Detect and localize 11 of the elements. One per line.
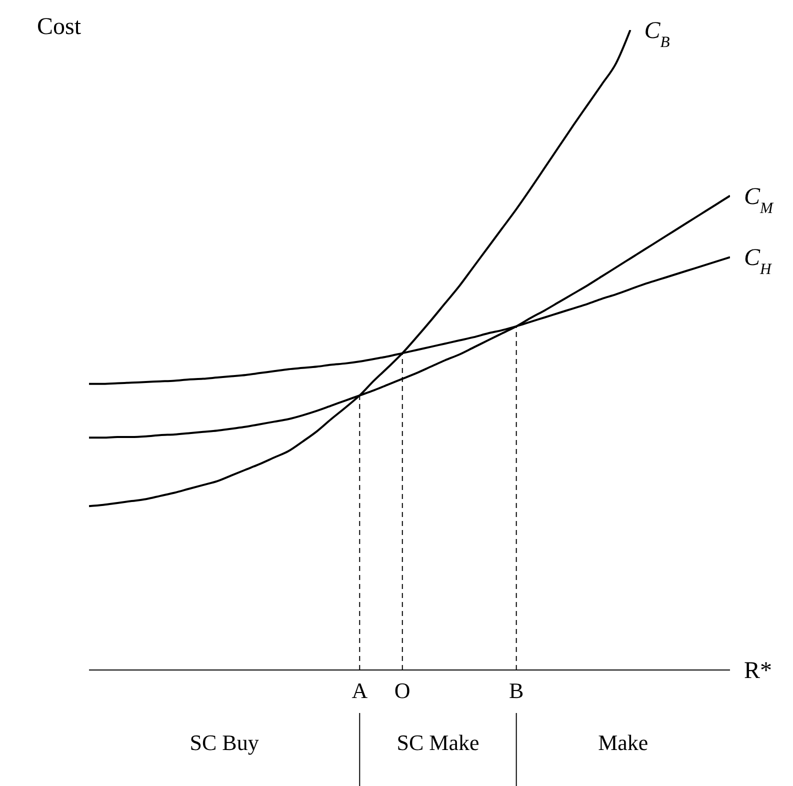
- x-axis-title: R*: [744, 658, 772, 684]
- x-tick-label: O: [394, 678, 410, 703]
- x-tick-label: A: [352, 678, 368, 703]
- series-label: C$_{B}$: [644, 18, 670, 50]
- text: Make: [598, 730, 648, 755]
- y-axis-title: Cost: [36, 14, 82, 40]
- series-label: C$_{M}$: [744, 184, 774, 216]
- x-tick-label: B: [508, 678, 524, 703]
- text: SC Make: [396, 730, 480, 755]
- series-label: C$_{H}$: [744, 245, 772, 278]
- text: SC Buy: [190, 730, 259, 755]
